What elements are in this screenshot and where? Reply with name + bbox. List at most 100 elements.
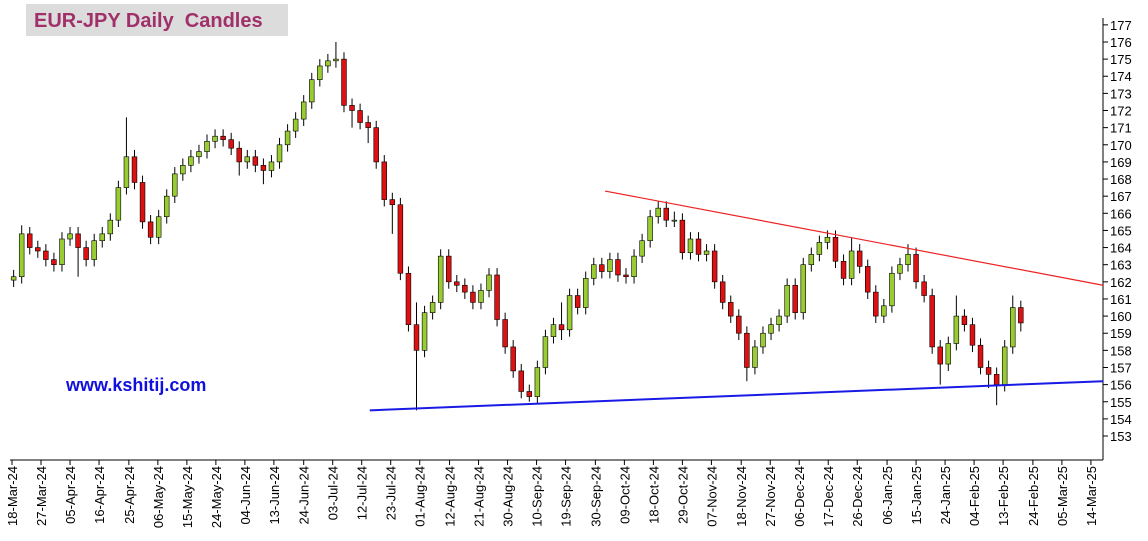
candle-body [615,259,621,276]
candle-body [27,233,33,248]
candle-body [83,247,89,260]
candle-body [937,346,943,365]
x-tick-label: 24-Jun-24 [297,466,312,525]
candle-body [985,367,992,375]
x-tick-label: 14-Mar-25 [1084,466,1099,526]
x-tick-label: 15-Jan-25 [909,466,924,525]
x-tick-label: 16-Apr-24 [92,466,107,524]
candle-body [478,290,484,303]
x-tick-label: 27-Nov-24 [763,466,778,527]
x-tick-label: 10-Sep-24 [530,466,545,527]
y-tick-label: 166 [1110,206,1132,221]
x-tick-label: 15-May-24 [180,466,195,528]
y-tick-label: 162 [1110,275,1132,290]
y-tick-label: 169 [1110,155,1132,170]
candle-body [647,216,653,242]
x-tick-label: 23-Jul-24 [384,466,399,520]
candle-body [897,264,903,274]
annotation: www.kshitij.com [65,375,206,395]
candle-body [292,118,299,132]
candle-body [309,79,315,103]
candle-body [115,187,122,221]
x-tick-label: 30-Aug-24 [501,466,516,527]
x-tick-label: 18-Mar-24 [5,466,20,526]
candle-body [333,58,339,62]
candle-body [244,156,251,163]
x-tick-label: 19-Sep-24 [559,466,574,527]
candle-body [59,238,65,265]
candle-body [639,240,645,257]
candle-body [566,295,573,331]
candle-body [953,315,960,344]
x-tick-label: 13-Jun-24 [267,466,282,525]
candle-body [405,272,412,325]
x-tick-label: 29-Oct-24 [675,466,690,524]
candle-body [671,219,678,222]
candle-body [856,250,863,267]
candle-body [470,291,476,303]
candle-body [164,195,170,218]
candle-body [502,319,508,348]
candle-body [977,344,984,368]
candle-body [268,161,275,171]
y-tick-label: 161 [1110,292,1132,307]
x-tick-label: 18-Oct-24 [646,466,661,524]
candle-body [228,139,234,149]
x-tick-label: 07-Nov-24 [704,466,719,527]
candle-body [446,255,452,283]
candle-body [744,332,750,368]
x-tick-label: 24-May-24 [209,466,224,528]
candle-body [196,151,202,158]
candle-body [349,105,355,111]
candle-body [10,276,17,281]
trend-line [604,190,1104,286]
y-tick-label: 176 [1110,35,1132,50]
y-tick-label: 172 [1110,104,1132,119]
candle-body [631,255,637,277]
x-tick-label: 06-Jan-25 [880,466,895,525]
x-tick-label: 25-Apr-24 [122,466,137,524]
candle-body [220,135,226,140]
candle-body [687,238,694,254]
x-tick-label: 04-Feb-25 [967,466,982,526]
candle-body [913,254,919,283]
y-tick-label: 171 [1110,121,1132,136]
y-tick-label: 163 [1110,258,1132,273]
candle-body [147,221,154,238]
candle-body [180,165,186,175]
candle-body [212,135,218,142]
candle-body [736,315,742,334]
candle-body [204,141,210,152]
candle-body [107,219,114,235]
candle-body [526,391,533,397]
candle-body [486,274,492,291]
candle-body [760,332,766,348]
x-tick-label: 09-Oct-24 [617,466,632,524]
y-tick-label: 174 [1110,69,1132,84]
candle-body [832,236,839,262]
x-tick-label: 06-Dec-24 [792,466,807,527]
candle-body [776,315,782,325]
y-tick-label: 156 [1110,378,1132,393]
candle-body [510,346,516,372]
candle-body [550,324,557,337]
y-tick-label: 164 [1110,241,1132,256]
candle-body [800,264,806,313]
y-tick-label: 158 [1110,343,1132,358]
candle-body [373,127,379,163]
candle-body [91,240,97,260]
candle-body [341,58,347,106]
x-tick-label: 13-Feb-25 [996,466,1011,526]
candle-body [840,260,847,279]
candle-body [43,250,49,260]
y-tick-label: 155 [1110,395,1132,410]
candle-body [252,156,259,166]
x-tick-label: 24-Feb-25 [1026,466,1041,526]
candle-body [462,284,468,293]
candle-body [542,336,549,368]
candle-body [889,272,895,307]
candle-body [945,343,952,365]
candle-body [929,295,935,348]
candle-body [921,281,927,296]
candle-body [558,324,565,331]
